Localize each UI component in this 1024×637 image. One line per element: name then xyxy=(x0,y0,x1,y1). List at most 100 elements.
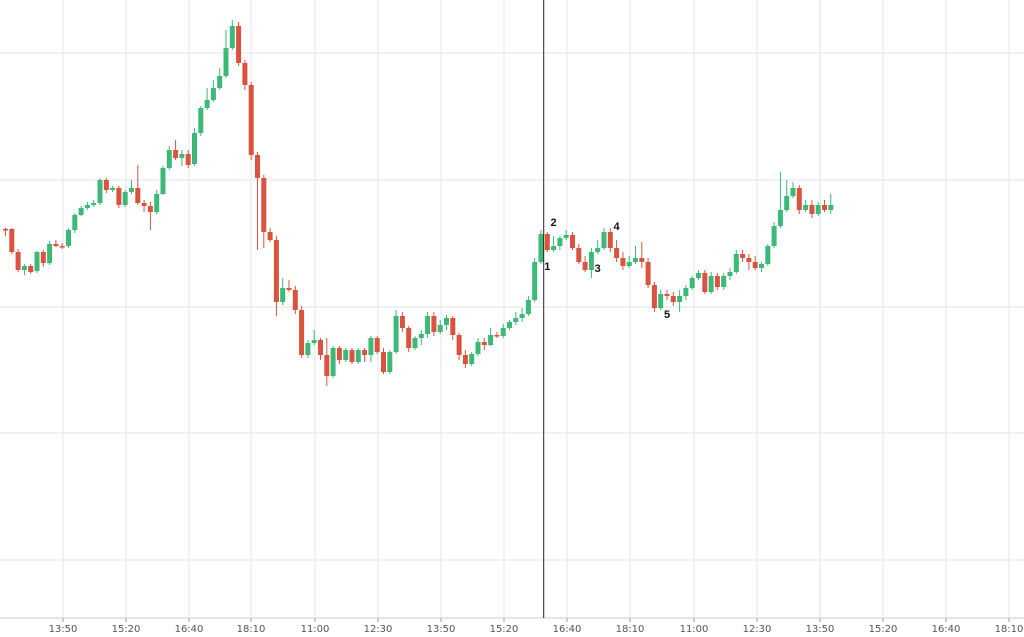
candle-body xyxy=(147,206,153,212)
candle xyxy=(614,240,620,262)
candle-body xyxy=(40,252,46,263)
candle-body xyxy=(651,285,657,308)
candle-body xyxy=(462,355,468,364)
candle xyxy=(147,202,153,230)
candle xyxy=(803,200,809,212)
candle xyxy=(462,350,468,368)
candle-body xyxy=(639,258,645,262)
candle xyxy=(91,200,97,207)
candle xyxy=(777,172,783,228)
candle-body xyxy=(3,229,8,231)
candle-body xyxy=(103,180,109,190)
candle xyxy=(381,348,386,374)
candle-body xyxy=(544,234,550,250)
candle-body xyxy=(349,350,355,362)
candle xyxy=(752,256,758,270)
candle-body xyxy=(601,232,607,248)
candle xyxy=(727,268,733,280)
candle xyxy=(135,165,141,205)
x-tick-label: 11:00 xyxy=(301,624,330,635)
candle xyxy=(670,292,676,306)
candle xyxy=(192,128,197,166)
x-tick-label: 16:40 xyxy=(932,624,961,635)
candle-body xyxy=(255,155,260,178)
candle-body xyxy=(399,316,405,328)
candle xyxy=(765,244,771,266)
candle-body xyxy=(576,248,582,262)
candle xyxy=(66,228,71,248)
candle-body xyxy=(179,154,185,158)
candle xyxy=(160,166,166,195)
candle xyxy=(399,312,405,332)
candle-body xyxy=(519,314,525,318)
candle-body xyxy=(406,328,412,348)
candle-body xyxy=(828,205,834,210)
candle-body xyxy=(689,278,695,288)
x-tick-label: 15:20 xyxy=(112,624,141,635)
candle xyxy=(532,258,538,302)
candle-body xyxy=(141,203,147,206)
candle xyxy=(299,306,305,358)
candle-body xyxy=(381,352,386,372)
candle-body xyxy=(273,240,279,302)
candle-body xyxy=(336,348,342,360)
candle-body xyxy=(15,252,21,270)
candle xyxy=(481,338,487,350)
candle-body xyxy=(166,150,172,168)
candle xyxy=(47,241,53,265)
candle xyxy=(110,186,116,192)
candle-body xyxy=(91,203,97,205)
candle-body xyxy=(122,192,128,205)
candle xyxy=(790,182,796,198)
candle xyxy=(21,264,27,275)
candle-body xyxy=(129,188,134,192)
candle-body xyxy=(633,258,638,262)
candle xyxy=(626,256,632,268)
candle xyxy=(538,230,544,264)
candle-body xyxy=(362,350,368,355)
candle xyxy=(771,222,777,248)
candle-body xyxy=(626,262,632,266)
candle-body xyxy=(620,258,626,266)
candle xyxy=(9,228,15,254)
candle xyxy=(418,330,424,345)
x-tick-label: 15:20 xyxy=(490,624,519,635)
candle xyxy=(557,236,563,250)
candle-body xyxy=(488,335,494,345)
x-tick-label: 13:50 xyxy=(49,624,78,635)
candle xyxy=(494,332,500,338)
x-tick-label: 18:10 xyxy=(237,624,266,635)
candle xyxy=(84,202,90,210)
grid xyxy=(0,0,1024,618)
candle xyxy=(714,273,720,290)
candle-body xyxy=(135,188,141,203)
x-tick-label: 16:40 xyxy=(175,624,204,635)
candle-body xyxy=(280,288,286,302)
candle xyxy=(450,316,456,340)
candle xyxy=(740,250,746,262)
candle-body xyxy=(450,318,456,335)
candle xyxy=(368,336,374,362)
candle xyxy=(273,236,279,316)
candle xyxy=(519,308,525,322)
candle-body xyxy=(28,266,34,272)
candle xyxy=(469,352,475,366)
x-tick-label: 15:20 xyxy=(869,624,898,635)
candle xyxy=(588,248,594,278)
candle-body xyxy=(513,318,519,322)
candle xyxy=(28,264,34,274)
candle-body xyxy=(614,248,620,258)
candle-body xyxy=(796,188,802,210)
candle-body xyxy=(21,266,27,270)
candle xyxy=(658,290,664,310)
candle-body xyxy=(727,272,733,276)
candle-body xyxy=(525,300,531,314)
candle xyxy=(475,338,481,356)
candle-body xyxy=(658,294,664,308)
wave-label-4: 4 xyxy=(614,221,621,233)
candle xyxy=(349,348,355,364)
candle xyxy=(456,333,462,360)
candle-body xyxy=(393,316,399,352)
candle xyxy=(374,336,380,354)
